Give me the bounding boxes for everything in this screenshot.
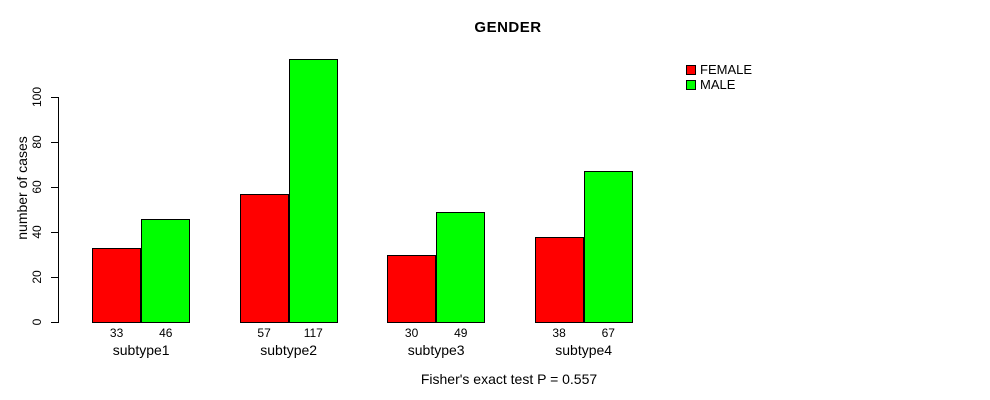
y-axis-tick-0 [51,322,58,323]
category-label-subtype3: subtype3 [407,342,465,358]
legend-swatch-female [686,64,696,75]
bar-value-male-subtype1: 46 [159,326,173,340]
y-axis-tick-label-60: 60 [30,180,44,194]
bar-value-male-subtype4: 67 [601,326,615,340]
legend: FEMALE MALE [686,62,752,92]
legend-label-female: FEMALE [700,62,753,77]
bar-value-female-subtype2: 57 [257,326,271,340]
bar-value-female-subtype4: 38 [552,326,566,340]
category-label-subtype4: subtype4 [555,342,613,358]
y-axis-tick-label-20: 20 [30,270,44,284]
y-axis-tick-100 [51,97,58,98]
y-axis-label: number of cases [14,136,30,240]
y-axis-tick-80 [51,142,58,143]
y-axis-tick-label-40: 40 [30,225,44,239]
bar-female-subtype3 [387,254,437,323]
y-axis-tick-60 [51,187,58,188]
category-label-subtype2: subtype2 [260,342,318,358]
bar-male-subtype3 [436,211,486,323]
bar-female-subtype1 [92,247,142,323]
chart-title: GENDER [474,19,542,36]
y-axis-tick-label-0: 0 [30,318,44,326]
legend-swatch-male [686,79,696,90]
bar-female-subtype4 [534,236,584,323]
bar-value-male-subtype3: 49 [454,326,468,340]
bar-female-subtype2 [239,193,289,323]
bar-value-female-subtype3: 30 [404,326,419,340]
bar-male-subtype4 [583,171,633,323]
legend-item-female: FEMALE [686,62,752,77]
y-axis-tick-label-100: 100 [30,86,44,108]
legend-label-male: MALE [700,77,736,92]
bar-male-subtype1 [141,218,191,323]
y-axis-tick-40 [51,232,58,233]
y-axis-tick-label-80: 80 [30,135,44,149]
y-axis-line [58,97,59,323]
bar-value-male-subtype2: 117 [303,326,323,340]
category-label-subtype1: subtype1 [112,342,170,358]
legend-item-male: MALE [686,77,752,92]
footer-annotation: Fisher's exact test P = 0.557 [420,371,598,387]
bar-male-subtype2 [288,58,338,323]
y-axis-tick-20 [51,277,58,278]
bar-value-female-subtype1: 33 [109,326,124,340]
